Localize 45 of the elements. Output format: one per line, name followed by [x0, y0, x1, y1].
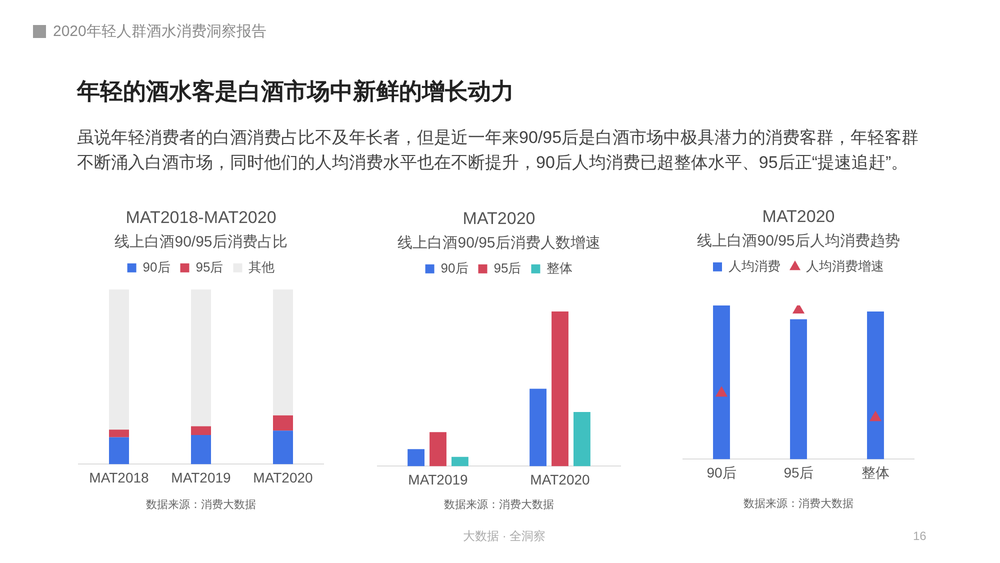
bar — [408, 449, 424, 466]
source-note: 数据来源：消费大数据 — [742, 497, 854, 511]
bar — [272, 430, 294, 464]
chart-title: MAT2020 — [462, 208, 536, 228]
legend-label: 其他 — [248, 259, 275, 274]
x-tick-label: 90后 — [706, 464, 736, 480]
bar — [190, 289, 212, 426]
legend-label: 95后 — [494, 260, 522, 276]
bar — [530, 388, 546, 466]
text: 大数据 · 全洞察 — [463, 529, 546, 544]
x-tick-label: MAT2019 — [171, 469, 232, 486]
legend-label: 人均消费 — [728, 258, 780, 274]
bar — [574, 412, 590, 466]
bar — [190, 435, 212, 464]
x-tick-label: MAT2020 — [530, 471, 590, 488]
x-tick-label: MAT2019 — [408, 471, 468, 488]
x-tick-label: 整体 — [862, 464, 890, 480]
bar — [108, 430, 130, 438]
legend-label: 95后 — [196, 259, 224, 274]
source-note: 数据来源：消费大数据 — [145, 498, 257, 512]
chart-title: MAT2018-MAT2020 — [126, 208, 276, 227]
bar — [552, 311, 568, 466]
bar — [272, 289, 294, 416]
text: 16 — [913, 529, 926, 544]
chart-subtitle: 线上白酒90/95后消费占比 — [114, 234, 288, 251]
bar — [108, 437, 130, 464]
bar — [108, 289, 130, 430]
legend-label: 整体 — [546, 260, 573, 276]
bar — [452, 456, 468, 466]
text: 年轻的酒水客是白酒市场中新鲜的增长动力 — [77, 77, 514, 106]
text: 2020年轻人群酒水消费洞察报告 — [53, 22, 266, 42]
legend-label: 90后 — [142, 259, 170, 274]
chart-title: MAT2020 — [762, 206, 835, 226]
legend-label: 90后 — [440, 260, 468, 276]
chart-subtitle: 线上白酒90/95后人均消费趋势 — [697, 232, 900, 250]
text: 虽说年轻消费者的白酒消费占比不及年长者，但是近一年来90/95后是白酒市场中极具潜力的消费客群，年轻客群不断涌入白酒市场，同时他们的人均消费水平也在不断提升，90后人均消费已超整体水平、95后正“提速追赶”。 — [77, 127, 920, 174]
bar — [190, 426, 212, 436]
x-tick-label: MAT2018 — [89, 469, 150, 486]
bar — [430, 432, 446, 466]
chart-subtitle: 线上白酒90/95后消费人数增速 — [398, 234, 600, 252]
source-note: 数据来源：消费大数据 — [443, 498, 555, 512]
x-tick-label: 95后 — [784, 464, 814, 480]
x-tick-label: MAT2020 — [253, 469, 314, 486]
legend-label: 人均消费增速 — [806, 258, 884, 274]
bar — [272, 415, 294, 431]
